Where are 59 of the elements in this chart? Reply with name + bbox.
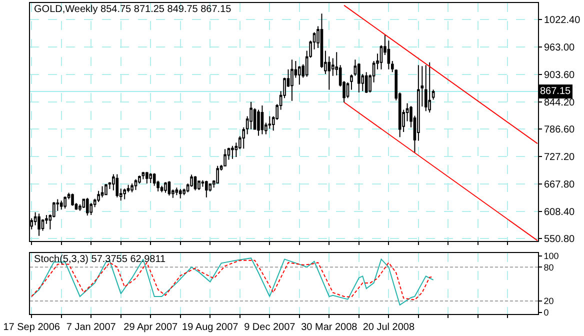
- x-tick-label: 7 Jan 2007: [66, 322, 116, 333]
- candlestick: [116, 174, 119, 198]
- candlestick: [134, 178, 138, 190]
- candlestick: [123, 188, 126, 200]
- candlestick: [104, 183, 108, 196]
- y-tick-label: 1022.40: [544, 15, 581, 26]
- candlestick: [38, 213, 40, 236]
- y-tick-label: 0: [544, 307, 549, 318]
- y-tick-label: 903.60: [544, 70, 576, 82]
- y-tick-label: 80: [544, 262, 554, 272]
- candlestick: [97, 190, 100, 203]
- candlestick: [142, 171, 145, 180]
- ref-line-label: 867.15: [540, 86, 572, 97]
- candlestick: [164, 182, 167, 194]
- candlestick: [64, 196, 66, 210]
- candlestick: [257, 109, 260, 136]
- x-tick-label: 29 Apr 2007: [124, 322, 178, 333]
- y-tick-label: 727.20: [544, 152, 576, 163]
- x-tick-label: 20 Jul 2008: [362, 322, 415, 333]
- chart-title: Stoch(5,3,3) 57.3755 62.9811: [34, 254, 166, 265]
- candlestick: [175, 187, 178, 196]
- candlestick: [224, 148, 226, 167]
- candlestick: [90, 202, 93, 216]
- candlestick: [364, 72, 368, 94]
- candlestick: [198, 180, 200, 190]
- candlestick: [60, 200, 63, 210]
- chart-title: GOLD,Weekly 854.75 871.25 849.75 867.15: [34, 4, 232, 15]
- candlestick: [100, 186, 104, 198]
- candlestick: [178, 188, 182, 199]
- candlestick: [130, 182, 134, 193]
- candlestick: [242, 126, 246, 150]
- x-tick-label: 17 Sep 2006: [3, 322, 60, 333]
- y-tick-label: 667.80: [544, 180, 576, 191]
- y-tick-label: 963.00: [544, 42, 576, 54]
- y-tick-label: 786.60: [544, 124, 576, 136]
- candlestick: [424, 64, 428, 112]
- y-tick-label: 844.20: [544, 98, 576, 109]
- candlestick: [205, 180, 208, 198]
- candlestick: [358, 62, 360, 94]
- candlestick: [86, 197, 89, 216]
- y-tick-label: 608.40: [544, 207, 576, 218]
- x-tick-label: 19 Aug 2007: [182, 322, 239, 333]
- candlestick: [346, 82, 350, 99]
- candlestick: [71, 193, 74, 206]
- candlestick: [194, 176, 197, 191]
- x-tick-label: 30 Mar 2008: [301, 322, 358, 333]
- candlestick: [168, 180, 171, 196]
- y-tick-label: 100: [544, 250, 559, 261]
- y-tick-label: 550.80: [544, 234, 576, 245]
- y-tick-label: 20: [544, 296, 554, 306]
- candlestick: [260, 105, 264, 135]
- candlestick: [231, 145, 234, 160]
- candlestick: [149, 172, 152, 184]
- x-tick-label: 9 Dec 2007: [244, 322, 296, 333]
- candlestick: [290, 59, 294, 102]
- candlestick: [428, 62, 432, 113]
- candlestick: [216, 165, 219, 184]
- candlestick: [145, 171, 148, 184]
- candlestick: [432, 89, 435, 100]
